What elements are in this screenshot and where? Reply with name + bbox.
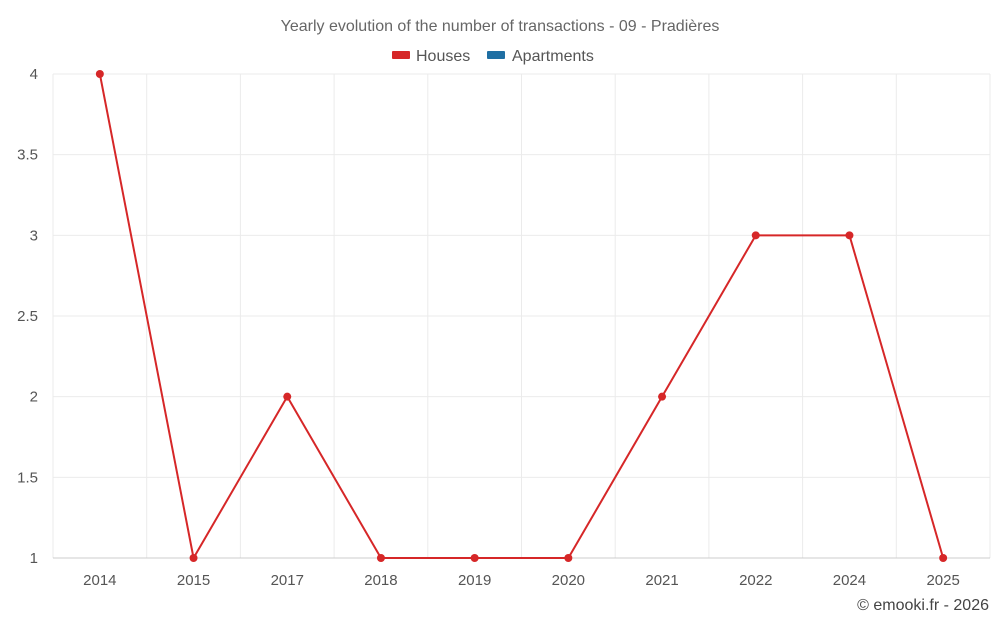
legend-item-houses[interactable]: Houses <box>392 48 470 65</box>
series-layer <box>95 70 948 562</box>
x-tick-label: 2014 <box>83 572 116 589</box>
grid <box>52 73 991 558</box>
legend-swatch-apartments <box>487 51 505 59</box>
y-tick-label: 1.5 <box>17 469 38 486</box>
x-tick-label: 2015 <box>177 572 210 589</box>
data-point[interactable] <box>283 392 292 401</box>
legend-label-houses: Houses <box>416 48 470 65</box>
y-tick-label: 2 <box>30 389 38 406</box>
x-tick-label: 2021 <box>645 572 678 589</box>
data-point[interactable] <box>470 554 479 562</box>
y-tick-label: 4 <box>30 66 38 83</box>
x-tick-label: 2025 <box>926 572 959 589</box>
x-tick-label: 2018 <box>364 572 397 589</box>
y-tick-label: 1 <box>30 550 38 567</box>
x-tick-label: 2022 <box>739 572 772 589</box>
y-tick-label: 2.5 <box>17 308 38 325</box>
x-tick-label: 2017 <box>271 572 304 589</box>
data-point[interactable] <box>189 554 198 562</box>
data-point[interactable] <box>564 554 573 562</box>
chart-title: Yearly evolution of the number of transa… <box>281 18 720 35</box>
legend-item-apartments[interactable]: Apartments <box>487 48 594 65</box>
axes: 1 1.5 2 2.5 3 3.5 4 2014 2015 2017 2018 2019 2020 202… <box>17 66 990 589</box>
data-point[interactable] <box>845 231 854 240</box>
credit-text: © emooki.fr - 2026 <box>857 597 989 614</box>
data-point[interactable] <box>95 70 104 78</box>
legend: Houses Apartments <box>392 48 594 65</box>
data-point[interactable] <box>376 554 385 562</box>
legend-swatch-houses <box>392 51 410 59</box>
y-tick-label: 3 <box>30 227 38 244</box>
series-line-houses <box>98 73 945 559</box>
data-point[interactable] <box>658 392 667 401</box>
x-tick-label: 2024 <box>833 572 866 589</box>
x-tick-label: 2020 <box>552 572 585 589</box>
x-tick-label: 2019 <box>458 572 491 589</box>
legend-label-apartments: Apartments <box>512 48 594 65</box>
data-point[interactable] <box>751 231 760 240</box>
data-point[interactable] <box>939 554 948 562</box>
y-tick-label: 3.5 <box>17 147 38 164</box>
